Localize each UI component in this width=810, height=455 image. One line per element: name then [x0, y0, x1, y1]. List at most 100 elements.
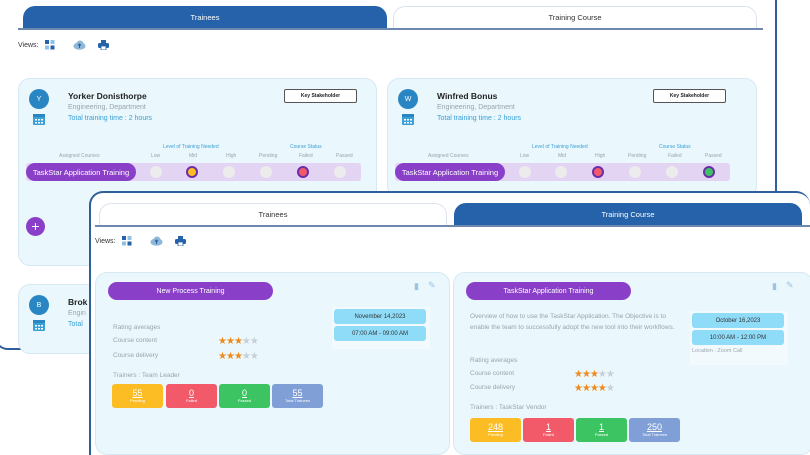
status-pending-dot[interactable] [629, 166, 641, 178]
tab-trainees[interactable]: Trainees [99, 203, 447, 225]
stat-label: Failed [186, 398, 197, 403]
calendar-icon[interactable] [402, 113, 414, 125]
schedule-box: November 14,2023 07:00 AM - 09:00 AM [332, 307, 430, 349]
training-time: Total training time : 2 hours [68, 115, 153, 122]
col-high: High [595, 153, 606, 159]
stat-label: Pending [488, 432, 503, 437]
rating-stars: ★★★★★ [218, 351, 259, 362]
status-failed-dot[interactable] [297, 166, 309, 178]
col-mid: Mid [558, 153, 567, 159]
tab-label: Training Course [601, 210, 655, 219]
add-trainee-button[interactable]: + [26, 217, 45, 236]
trainee-card: W Winfred Bonus Engineering, Department … [387, 78, 757, 198]
level-mid-dot[interactable] [186, 166, 198, 178]
level-high-dot[interactable] [592, 166, 604, 178]
level-mid-dot[interactable] [555, 166, 567, 178]
stat-label: Passed [594, 432, 609, 437]
tab-label: Trainees [258, 210, 288, 219]
course-time: 10:00 AM - 12:00 PM [692, 330, 784, 345]
course-card: New Process Training ▮ ✎ November 14,202… [95, 272, 450, 455]
course-card: TaskStar Application Training ▮ ✎ Overvi… [453, 272, 810, 455]
level-high-dot[interactable] [223, 166, 235, 178]
trainee-name: Winfred Bonus [437, 91, 498, 101]
avatar: W [398, 89, 418, 109]
col-passed: Passed [336, 153, 353, 159]
edit-icon[interactable]: ✎ [428, 280, 436, 290]
stat-total-trainees[interactable]: 250 Total Trainees [629, 418, 680, 442]
level-header: Level of Training Needed [532, 144, 588, 150]
course-pill[interactable]: TaskStar Application Training [395, 163, 505, 181]
status-failed-dot[interactable] [666, 166, 678, 178]
avatar-initial: B [36, 301, 42, 309]
tab-label: Training Course [548, 13, 602, 22]
rating-stars: ★★★★★ [574, 369, 615, 380]
course-title-pill[interactable]: New Process Training [108, 282, 273, 300]
avatar-initial: Y [36, 95, 42, 103]
trainee-department: Engineering, Department [437, 104, 515, 111]
stat-label: Total Trainees [285, 398, 310, 403]
stat-passed[interactable]: 0 Passed [219, 384, 270, 408]
grid-view-icon[interactable] [44, 40, 55, 50]
col-pending: Pending [628, 153, 647, 159]
copy-icon[interactable]: ▮ [772, 281, 777, 291]
stat-label: Passed [237, 398, 252, 403]
stat-label: Pending [130, 398, 145, 403]
stat-value: 55 [132, 388, 143, 398]
stat-label: Failed [543, 432, 554, 437]
grid-view-icon[interactable] [121, 236, 132, 246]
level-low-dot[interactable] [150, 166, 162, 178]
stat-failed[interactable]: 1 Failed [523, 418, 574, 442]
course-pill[interactable]: TaskStar Application Training [26, 163, 136, 181]
schedule-box: October 16,2023 10:00 AM - 12:00 PM Loca… [690, 311, 788, 365]
course-date: October 16,2023 [692, 313, 784, 328]
level-low-dot[interactable] [519, 166, 531, 178]
views-toolbar: Views: [18, 40, 109, 50]
status-pending-dot[interactable] [260, 166, 272, 178]
rating-label: Course content [470, 370, 515, 377]
avatar: Y [29, 89, 49, 109]
avatar-initial: W [404, 95, 412, 103]
stat-value: 1 [598, 422, 604, 432]
stat-failed[interactable]: 0 Failed [166, 384, 217, 408]
col-assigned-courses: Assigned Courses [428, 153, 469, 159]
rating-label: Course delivery [470, 384, 516, 391]
status-header: Course Status [659, 144, 691, 150]
col-pending: Pending [259, 153, 278, 159]
tab-label: Trainees [190, 13, 220, 22]
status-passed-dot[interactable] [703, 166, 715, 178]
key-stakeholder-button[interactable]: Key Stakeholder [653, 89, 726, 103]
stat-value: 1 [545, 422, 551, 432]
stat-pending[interactable]: 248 Pending [470, 418, 521, 442]
stat-passed[interactable]: 1 Passed [576, 418, 627, 442]
rating-stars: ★★★★★ [218, 336, 259, 347]
training-time: Total training time : 2 hours [437, 115, 522, 122]
print-icon[interactable] [97, 40, 109, 50]
cloud-upload-icon[interactable] [150, 236, 163, 246]
rating-averages-label: Rating averages [470, 357, 518, 364]
course-row: TaskStar Application Training [26, 163, 361, 181]
tab-trainees[interactable]: Trainees [23, 6, 387, 28]
key-stakeholder-button[interactable]: Key Stakeholder [284, 89, 357, 103]
col-assigned-courses: Assigned Courses [59, 153, 100, 159]
rating-label: Course content [113, 337, 158, 344]
print-icon[interactable] [174, 236, 186, 246]
copy-icon[interactable]: ▮ [414, 281, 419, 291]
calendar-icon[interactable] [33, 113, 45, 125]
status-passed-dot[interactable] [334, 166, 346, 178]
rating-label: Course delivery [113, 352, 159, 359]
course-title-pill[interactable]: TaskStar Application Training [466, 282, 631, 300]
calendar-icon[interactable] [33, 319, 45, 331]
course-location: Location : Zoom Call [692, 348, 743, 354]
col-low: Low [520, 153, 530, 159]
cloud-upload-icon[interactable] [73, 40, 86, 50]
edit-icon[interactable]: ✎ [786, 280, 794, 290]
status-header: Course Status [290, 144, 322, 150]
col-high: High [226, 153, 237, 159]
col-failed: Failed [668, 153, 682, 159]
stat-value: 0 [188, 388, 194, 398]
tab-training-course[interactable]: Training Course [454, 203, 802, 225]
tab-training-course[interactable]: Training Course [393, 6, 757, 28]
stat-pending[interactable]: 55 Pending [112, 384, 163, 408]
rating-averages-label: Rating averages [113, 324, 161, 331]
stat-total-trainees[interactable]: 55 Total Trainees [272, 384, 323, 408]
